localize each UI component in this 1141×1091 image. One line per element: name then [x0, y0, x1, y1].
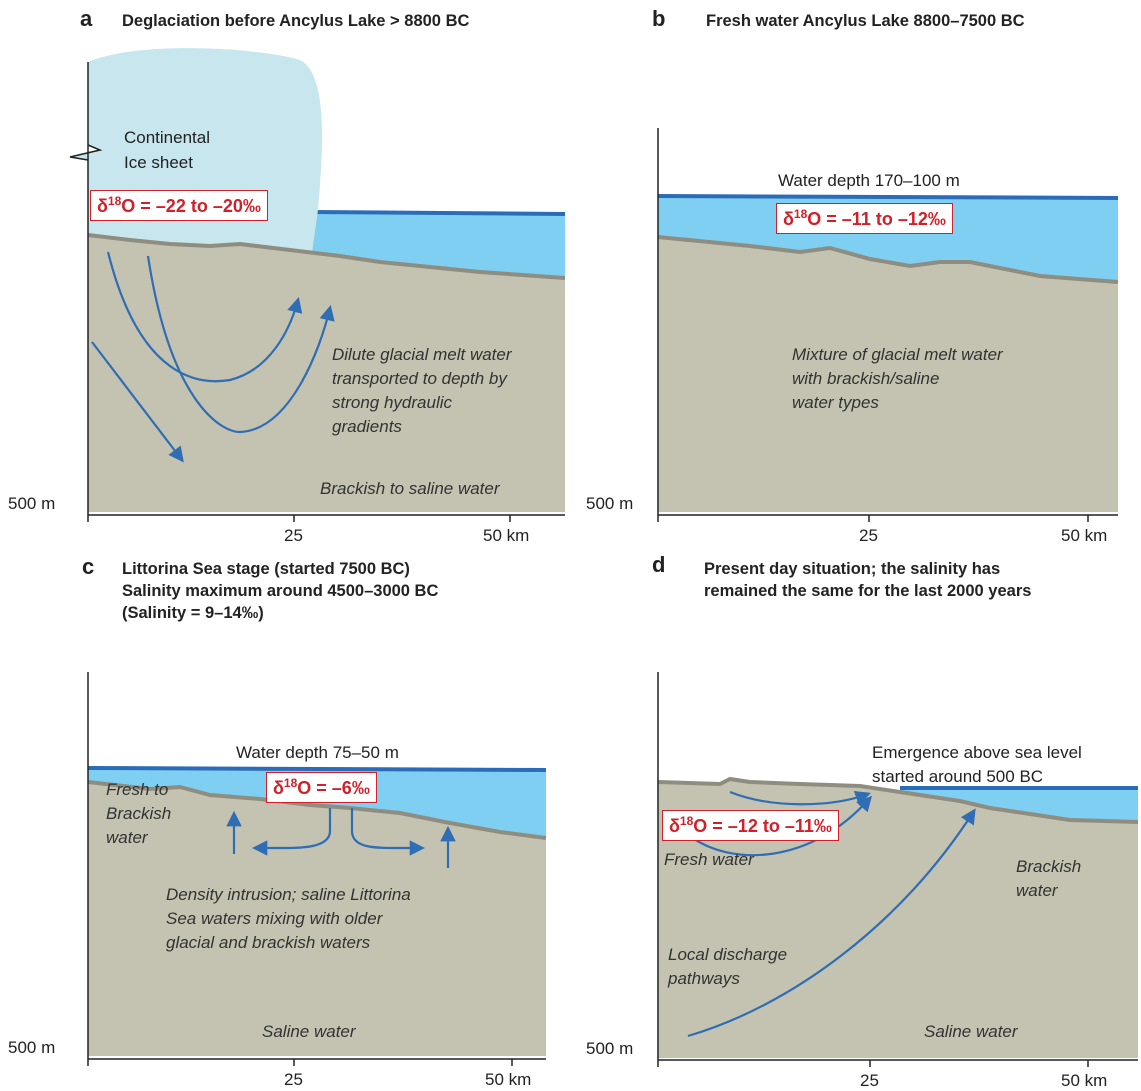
isotope-prefix-a: δ: [97, 196, 108, 216]
x-tick-label-b-25: 25: [859, 526, 878, 545]
water-surface-a: [311, 210, 566, 216]
isotope-rest-d: O = –12 to –11‰: [693, 816, 832, 836]
note-a-3: strong hydraulic: [332, 393, 453, 412]
note-c-3: water: [106, 828, 148, 847]
panel-title-c-3: (Salinity = 9–14‰): [122, 604, 264, 622]
isotope-sup-d: 18: [679, 814, 694, 828]
note-c-7: Saline water: [262, 1022, 356, 1041]
panel-title-a: Deglaciation before Ancylus Lake > 8800 …: [122, 12, 470, 30]
water-surface-b: [657, 194, 1119, 200]
flow-arrow-a-deep: [91, 341, 184, 463]
flow-arrow-a-outer: [146, 255, 335, 434]
x-tick-label-c-25: 25: [284, 1070, 303, 1089]
ground-d: [658, 779, 1138, 1058]
water-c: [88, 768, 546, 838]
isotope-rest-b: O = –11 to –12‰: [807, 209, 946, 229]
note-d-3: water: [1016, 881, 1058, 900]
panel-title-c-2: Salinity maximum around 4500–3000 BC: [122, 582, 439, 600]
flow-arrow-d-shallow: [729, 790, 871, 806]
note-b-1: Mixture of glacial melt water: [792, 345, 1003, 364]
flow-arrow-d-discharge: [687, 808, 976, 1038]
isotope-prefix-b: δ: [783, 209, 794, 229]
panel-d: d Present day situation; the salinity ha…: [570, 546, 1141, 1090]
x-tick-label-a-25: 25: [284, 526, 303, 545]
note-a-2: transported to depth by: [332, 369, 507, 388]
panel-c: c Littorina Sea stage (started 7500 BC) …: [0, 546, 570, 1089]
axis-break-a: [69, 144, 103, 161]
water-d: [900, 788, 1138, 822]
isotope-sup-c: 18: [283, 776, 298, 790]
x-tick-label-d-25: 25: [860, 1071, 879, 1090]
isotope-sup-a: 18: [107, 194, 122, 208]
x-tick-label-a-50: 50 km: [483, 526, 530, 545]
panel-title-b: Fresh water Ancylus Lake 8800–7500 BC: [706, 12, 1025, 30]
panel-b: b Fresh water Ancylus Lake 8800–7500 BC …: [570, 0, 1141, 545]
panel-letter-b: b: [652, 6, 666, 31]
panel-letter-a: a: [80, 6, 93, 31]
flow-arrow-d-fresh: [689, 795, 873, 857]
note-c-5: Sea waters mixing with older: [166, 909, 383, 928]
seabed-d: [657, 776, 1139, 824]
note-d-1: Fresh water: [664, 850, 754, 869]
depth-label-c: 500 m: [8, 1038, 56, 1057]
x-tick-label-b-50: 50 km: [1061, 526, 1108, 545]
note-d-4: Local discharge: [668, 945, 788, 964]
water-b: [658, 196, 1118, 282]
panel-b-diagram: [657, 128, 1119, 522]
emergence-label-d-1: Emergence above sea level: [872, 743, 1082, 762]
flow-arrow-a-inner: [106, 251, 303, 383]
note-d-5: pathways: [668, 969, 740, 988]
note-b-2: with brackish/saline: [792, 369, 940, 388]
isotope-box-b: δ18O = –11 to –12‰: [776, 203, 953, 234]
isotope-box-a: δ18O = –22 to –20‰: [90, 190, 268, 221]
water-a: [312, 212, 565, 278]
note-a-4: gradients: [332, 417, 402, 436]
depth-label-b: 500 m: [586, 494, 634, 513]
x-tick-label-c-50: 50 km: [485, 1070, 532, 1089]
note-c-4: Density intrusion; saline Littorina: [166, 885, 411, 904]
panel-a: a Deglaciation before Ancylus Lake > 880…: [0, 0, 570, 545]
panel-letter-c: c: [82, 554, 95, 579]
panel-d-diagram: [657, 672, 1139, 1067]
depth-label-a: 500 m: [8, 494, 56, 513]
panel-a-diagram: [69, 48, 566, 522]
panel-c-diagram: [87, 672, 547, 1066]
note-c-2: Brackish: [106, 804, 172, 823]
isotope-rest-c: O = –6‰: [297, 778, 370, 798]
isotope-prefix-c: δ: [273, 778, 284, 798]
emergence-label-d-2: started around 500 BC: [872, 767, 1044, 786]
panel-title-d-1: Present day situation; the salinity has: [704, 560, 1001, 578]
isotope-box-d: δ18O = –12 to –11‰: [662, 810, 839, 841]
panel-title-c-1: Littorina Sea stage (started 7500 BC): [122, 560, 410, 578]
ground-c: [88, 782, 546, 1056]
note-b-3: water types: [792, 393, 879, 412]
ground-a: [88, 235, 565, 512]
intrusion-arrow-c-left: [251, 808, 332, 856]
isotope-box-c: δ18O = –6‰: [266, 772, 377, 803]
x-tick-label-d-50: 50 km: [1061, 1071, 1108, 1090]
note-d-6: Saline water: [924, 1022, 1018, 1041]
water-label-c: Water depth 75–50 m: [236, 743, 399, 762]
isotope-prefix-d: δ: [669, 816, 680, 836]
intrusion-arrow-c-right: [350, 808, 426, 856]
note-d-2: Brackish: [1016, 857, 1082, 876]
ground-b: [658, 237, 1118, 512]
isotope-sup-b: 18: [793, 207, 808, 221]
ice-sheet-a: [70, 48, 323, 253]
depth-label-d: 500 m: [586, 1039, 634, 1058]
seabed-a: [87, 233, 566, 280]
isotope-rest-a: O = –22 to –20‰: [121, 196, 261, 216]
water-label-b: Water depth 170–100 m: [778, 171, 960, 190]
ice-label-a-2: Ice sheet: [124, 153, 193, 172]
note-c-6: glacial and brackish waters: [166, 933, 371, 952]
ice-label-a-1: Continental: [124, 128, 211, 147]
seabed-c: [87, 780, 547, 840]
seabed-b: [657, 235, 1119, 284]
panel-letter-d: d: [652, 552, 666, 577]
water-surface-c: [87, 766, 547, 772]
note-c-1: Fresh to: [106, 780, 169, 799]
panel-title-d-2: remained the same for the last 2000 year…: [704, 582, 1032, 600]
note-a-5: Brackish to saline water: [320, 479, 500, 498]
note-a-1: Dilute glacial melt water: [332, 345, 512, 364]
